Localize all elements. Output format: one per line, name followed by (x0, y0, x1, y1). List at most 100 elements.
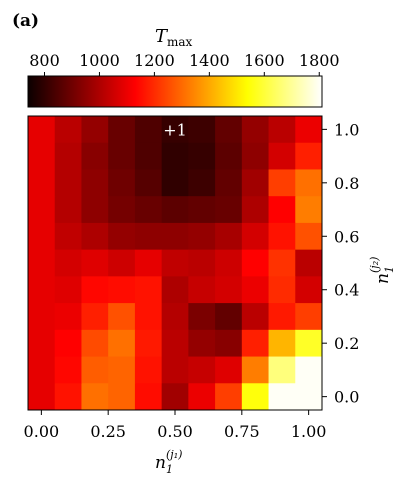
heatmap-cell (215, 142, 243, 170)
heatmap-cell (134, 249, 163, 277)
heatmap-cell (134, 276, 163, 304)
y-axis-title: n 1 (j₂) (368, 257, 396, 284)
x-axis-ticks: 0.00 0.25 0.50 0.75 1.00 (24, 410, 327, 441)
heatmap-cell (54, 303, 82, 331)
x-tick-label: 0.75 (224, 422, 260, 441)
heatmap-cell (28, 383, 56, 411)
x-tick-label: 0.25 (90, 422, 126, 441)
heatmap-cell (81, 196, 109, 224)
heatmap-cell (108, 142, 136, 170)
colorbar-title-sub: max (167, 35, 193, 49)
colorbar-title: Tmax (155, 26, 193, 49)
heatmap-cell (81, 116, 109, 144)
heatmap-cell (54, 222, 82, 251)
heatmap-cell (268, 383, 296, 411)
heatmap-cell (188, 329, 216, 358)
heatmap-cell (241, 196, 270, 224)
heatmap-cell (268, 249, 296, 277)
heatmap-cell (241, 222, 270, 251)
heatmap-cell (81, 383, 109, 411)
heatmap-cell (188, 356, 216, 384)
heatmap-cell (54, 196, 82, 224)
y-tick-label: 1.0 (334, 120, 359, 139)
heatmap-cell (108, 222, 136, 251)
heatmap-cell (54, 142, 82, 170)
heatmap-cell (134, 329, 163, 358)
heatmap-cell (28, 303, 56, 331)
heatmap-cell (134, 196, 163, 224)
heatmap-cell (108, 249, 136, 277)
heatmap-cell (241, 249, 270, 277)
heatmap-cell (28, 222, 56, 251)
heatmap-cell (268, 169, 296, 197)
heatmap-cell (215, 116, 243, 144)
heatmap-cell (188, 303, 216, 331)
heatmap-cell (81, 249, 109, 277)
heatmap-cell (28, 329, 56, 358)
x-axis-title: n (155, 453, 166, 473)
heatmap-cell (161, 356, 189, 384)
heatmap-cell (268, 142, 296, 170)
heatmap-cell (54, 249, 82, 277)
heatmap-cell (108, 329, 136, 358)
heatmap-cell (215, 249, 243, 277)
heatmap-cell (188, 383, 216, 411)
y-tick-label: 0.4 (334, 281, 359, 300)
heatmap-cell (161, 196, 189, 224)
heatmap-cell (295, 196, 323, 224)
y-tick-label: 0.2 (334, 334, 359, 353)
heatmap-cell (215, 383, 243, 411)
heatmap-cell (268, 329, 296, 358)
x-tick-label: 0.00 (24, 422, 60, 441)
heatmap-cell (268, 356, 296, 384)
heatmap-cell (108, 169, 136, 197)
heatmap-cell (108, 116, 136, 144)
x-tick-label: 1.00 (291, 422, 327, 441)
heatmap-cell (54, 169, 82, 197)
heatmap-cell (188, 116, 216, 144)
heatmap-cell (108, 196, 136, 224)
heatmap-cell (268, 276, 296, 304)
heatmap-cell (241, 356, 270, 384)
y-axis-title-main: n (373, 273, 393, 284)
heatmap-cell (81, 329, 109, 358)
x-axis-title-main: n (155, 453, 166, 473)
heatmap-cell (81, 142, 109, 170)
colorbar: 800 1000 1200 1400 1600 1800 (27, 51, 340, 108)
heatmap-cell (295, 116, 323, 144)
colorbar-tick-label: 1600 (244, 51, 285, 70)
heatmap-cell (241, 116, 270, 144)
y-tick-label: 0.6 (334, 227, 359, 246)
heatmap-cell (215, 356, 243, 384)
heatmap-cell (295, 329, 323, 358)
x-axis-title-sup: (j₁) (166, 448, 182, 461)
heatmap-cell (295, 303, 323, 331)
x-axis-title-sub: 1 (166, 463, 173, 476)
heatmap-cell (28, 196, 56, 224)
heatmap-cell (161, 116, 189, 144)
heatmap-cell (188, 196, 216, 224)
heatmap (28, 116, 323, 411)
heatmap-cell (161, 329, 189, 358)
heatmap-cell (241, 383, 270, 411)
colorbar-tick-label: 1800 (299, 51, 340, 70)
colorbar-gradient (27, 75, 323, 108)
y-tick-label: 0.8 (334, 174, 359, 193)
heatmap-cell (188, 169, 216, 197)
heatmap-cell (108, 276, 136, 304)
heatmap-cell (295, 249, 323, 277)
heatmap-cell (241, 303, 270, 331)
heatmap-cell (108, 383, 136, 411)
point-marker: +1 (163, 120, 187, 139)
heatmap-cell (295, 222, 323, 251)
heatmap-cell (81, 222, 109, 251)
heatmap-cell (81, 356, 109, 384)
heatmap-cell (295, 356, 323, 384)
x-tick-label: 0.50 (157, 422, 193, 441)
panel-label: (a) (12, 11, 39, 31)
heatmap-cell (81, 303, 109, 331)
heatmap-cell (215, 303, 243, 331)
heatmap-cell (134, 356, 163, 384)
colorbar-ticks: 800 1000 1200 1400 1600 1800 (29, 51, 340, 76)
